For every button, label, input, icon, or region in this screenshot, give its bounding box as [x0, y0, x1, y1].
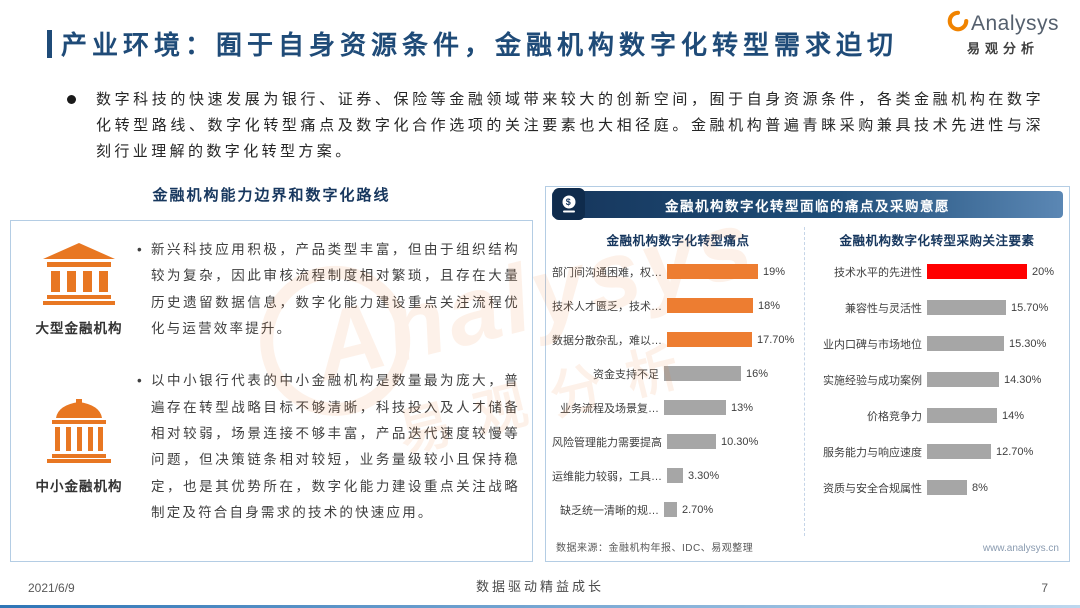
chart-row: 缺乏统一清晰的规… 2.70%: [552, 502, 804, 517]
footer-page-number: 7: [1041, 581, 1048, 595]
chart-bar: [664, 400, 726, 415]
chart-bar: [664, 502, 677, 517]
chart-value-label: 10.30%: [721, 435, 759, 448]
analysys-swirl-icon: [947, 10, 969, 37]
chart-value-label: 8%: [972, 481, 988, 494]
chart-bar: [667, 264, 758, 279]
purchase-chart-rows: 技术水平的先进性 20% 兼容性与灵活性 15.70% 业内口碑与市场地位 15.30% 实…: [811, 264, 1063, 495]
footer-date: 2021/6/9: [28, 581, 75, 595]
chart-bar: [667, 434, 716, 449]
pain-points-chart: 金融机构数字化转型痛点 部门间沟通困难，权… 19% 技术人才匮乏，技术… 18% 数据…: [552, 227, 804, 536]
chart-row: 业内口碑与市场地位 15.30%: [811, 336, 1063, 351]
chart-row: 资金支持不足 16%: [552, 366, 804, 381]
chart-category-label: 实施经验与成功案例: [823, 374, 922, 387]
chart-bar: [927, 480, 967, 495]
purchase-factors-chart: 金融机构数字化转型采购关注要素 技术水平的先进性 20% 兼容性与灵活性 15.70%…: [804, 227, 1063, 536]
chart-value-label: 15.30%: [1009, 337, 1047, 350]
chart-value-label: 18%: [758, 299, 781, 312]
large-institution-label: 大型金融机构: [35, 320, 123, 336]
large-institution-text: 新兴科技应用积极，产品类型丰富，但由于组织结构较为复杂，因此审核流程制度相对繁琐…: [137, 237, 520, 342]
panel-header-bar: $ 金融机构数字化转型面临的痛点及采购意愿: [552, 188, 1063, 220]
chart-bar: [667, 468, 683, 483]
chart-row: 风险管理能力需要提高 10.30%: [552, 434, 804, 449]
data-source-note: 数据来源：金融机构年报、IDC、易观整理: [556, 543, 754, 554]
large-bank-icon: [40, 242, 118, 310]
chart-category-label: 技术水平的先进性: [834, 266, 922, 279]
chart-category-label: 风险管理能力需要提高: [552, 436, 662, 449]
chart-value-label: 14%: [1002, 409, 1025, 422]
pain-chart-title: 金融机构数字化转型痛点: [606, 234, 750, 248]
chart-value-label: 12.70%: [996, 445, 1034, 458]
chart-bar: [927, 408, 997, 423]
pain-chart-rows: 部门间沟通困难，权… 19% 技术人才匮乏，技术… 18% 数据分散杂乱，难以… 17.7…: [552, 264, 804, 517]
chart-bar: [927, 264, 1027, 279]
chart-bar: [664, 366, 741, 381]
intro-paragraph: 数字科技的快速发展为银行、证券、保险等金融领域带来较大的创新空间，囿于自身资源条…: [96, 91, 1044, 160]
intro-bullet-dot: [67, 95, 76, 104]
small-institution-label: 中小金融机构: [35, 479, 123, 495]
small-bank-icon: [44, 399, 114, 468]
left-section-heading: 金融机构能力边界和数字化路线: [152, 187, 391, 204]
chart-category-label: 缺乏统一清晰的规…: [560, 504, 659, 517]
chart-value-label: 13%: [731, 401, 754, 414]
panel-header-title: 金融机构数字化转型面临的痛点及采购意愿: [665, 198, 950, 214]
chart-value-label: 3.30%: [688, 469, 720, 482]
capability-panel: 大型金融机构 新兴科技应用积极，产品类型丰富，但由于组织结构较为复杂，因此审核流…: [10, 220, 533, 562]
logo-brand-text: Analysys: [970, 11, 1060, 35]
purchase-chart-title: 金融机构数字化转型采购关注要素: [839, 234, 1035, 248]
svg-text:$: $: [566, 197, 573, 207]
chart-value-label: 19%: [763, 265, 786, 278]
chart-category-label: 服务能力与响应速度: [823, 446, 922, 459]
small-institution-item: 中小金融机构 以中小银行代表的中小金融机构是数量最为庞大，普遍存在转型战略目标不…: [25, 368, 520, 526]
chart-row: 价格竞争力 14%: [811, 408, 1063, 423]
website-text: www.analysys.cn: [982, 543, 1059, 554]
chart-row: 部门间沟通困难，权… 19%: [552, 264, 804, 279]
chart-value-label: 15.70%: [1011, 301, 1049, 314]
chart-row: 业务流程及场景复… 13%: [552, 400, 804, 415]
chart-row: 服务能力与响应速度 12.70%: [811, 444, 1063, 459]
chart-row: 实施经验与成功案例 14.30%: [811, 372, 1063, 387]
chart-bar: [667, 298, 753, 313]
chart-value-label: 2.70%: [682, 503, 714, 516]
chart-row: 技术水平的先进性 20%: [811, 264, 1063, 279]
chart-row: 数据分散杂乱，难以… 17.70%: [552, 332, 804, 347]
chart-row: 兼容性与灵活性 15.70%: [811, 300, 1063, 315]
chart-value-label: 20%: [1032, 265, 1055, 278]
chart-value-label: 17.70%: [757, 333, 795, 346]
title-accent-bar: [47, 30, 52, 58]
chart-category-label: 业内口碑与市场地位: [823, 338, 922, 351]
chart-category-label: 运维能力较弱，工具…: [552, 470, 662, 483]
chart-row: 资质与安全合规属性 8%: [811, 480, 1063, 495]
chart-row: 运维能力较弱，工具… 3.30%: [552, 468, 804, 483]
chart-bar: [927, 336, 1004, 351]
chart-category-label: 价格竞争力: [867, 410, 922, 423]
small-institution-text: 以中小银行代表的中小金融机构是数量最为庞大，普遍存在转型战略目标不够清晰，科技投…: [137, 368, 520, 526]
chart-value-label: 16%: [746, 367, 769, 380]
chart-bar: [927, 300, 1006, 315]
chart-category-label: 技术人才匮乏，技术…: [552, 300, 662, 313]
analysys-logo: Analysys 易观分析: [940, 10, 1066, 57]
pain-points-panel: $ 金融机构数字化转型面临的痛点及采购意愿 金融机构数字化转型痛点 部门间沟通困…: [545, 186, 1070, 562]
chart-bar: [927, 372, 999, 387]
chart-category-label: 资金支持不足: [593, 368, 659, 381]
chart-value-label: 14.30%: [1004, 373, 1042, 386]
charts-container: 金融机构数字化转型痛点 部门间沟通困难，权… 19% 技术人才匮乏，技术… 18% 数据…: [546, 218, 1069, 536]
chart-row: 技术人才匮乏，技术… 18%: [552, 298, 804, 313]
chart-category-label: 兼容性与灵活性: [845, 302, 922, 315]
money-icon: $: [553, 188, 585, 220]
chart-bar: [927, 444, 991, 459]
large-institution-item: 大型金融机构 新兴科技应用积极，产品类型丰富，但由于组织结构较为复杂，因此审核流…: [25, 237, 520, 342]
page-title: 产业环境：囿于自身资源条件，金融机构数字化转型需求迫切: [61, 30, 899, 60]
footer-slogan: 数据驱动精益成长: [475, 579, 604, 594]
logo-brand-cn: 易观分析: [966, 41, 1039, 56]
chart-category-label: 部门间沟通困难，权…: [552, 266, 662, 279]
chart-bar: [667, 332, 752, 347]
chart-category-label: 数据分散杂乱，难以…: [552, 334, 662, 347]
chart-category-label: 业务流程及场景复…: [560, 402, 659, 415]
chart-category-label: 资质与安全合规属性: [823, 482, 922, 495]
bottom-accent-line: [0, 605, 1080, 608]
